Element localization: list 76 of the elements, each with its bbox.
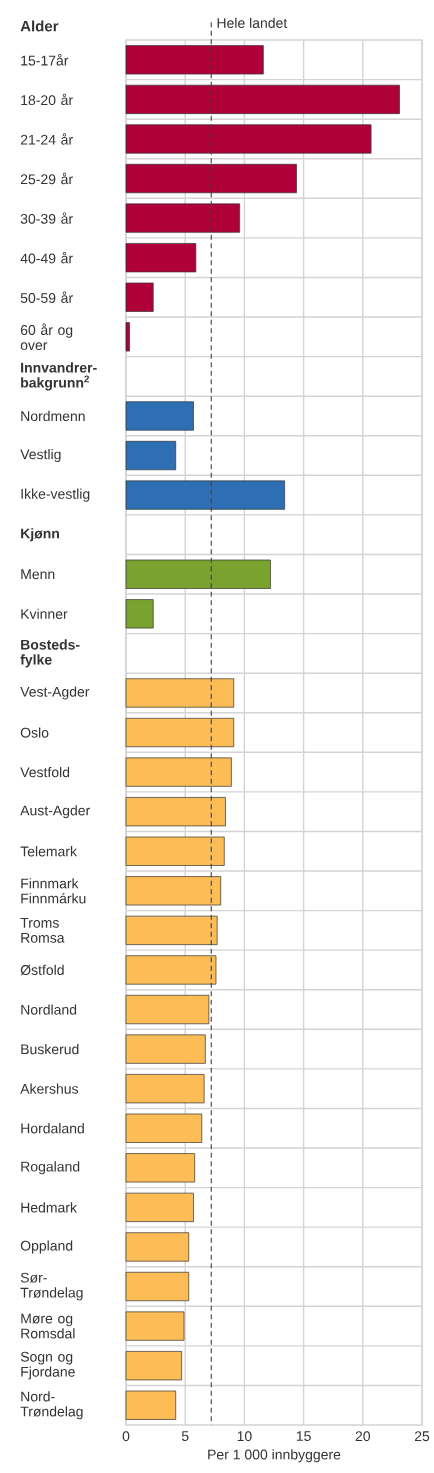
bar: [125, 717, 235, 748]
bar: [125, 994, 210, 1025]
y-tick-label: 15-17år: [21, 54, 69, 66]
y-tick-label: Finnmark Finnmárku: [21, 878, 86, 904]
y-tick-label: 40-49 år: [20, 251, 73, 264]
y-tick-label: Hedmark: [21, 1202, 77, 1213]
y-tick-label: Vestlig: [20, 449, 61, 463]
x-tick-label: 15: [296, 1431, 311, 1441]
bar: [125, 915, 218, 945]
y-tick-label: Menn: [21, 569, 55, 580]
bar: [125, 163, 297, 194]
bar: [125, 599, 154, 629]
bar: [125, 1390, 177, 1420]
y-tick-label: Aust-Agder: [20, 805, 90, 819]
y-tick-label: Nordland: [21, 1004, 77, 1015]
bar: [125, 876, 222, 906]
ref-line-label: Hele landet: [217, 17, 288, 28]
bar: [125, 84, 400, 114]
chart-title: Alder: [20, 20, 59, 32]
bar: [125, 440, 177, 471]
y-tick-label: Innvandrer-bakgrunn$^{2}$: [21, 362, 97, 391]
bar: [125, 282, 154, 312]
y-tick-label: Sør-Trøndelag: [20, 1272, 83, 1301]
y-tick-label: 30-39 år: [20, 212, 73, 224]
y-tick-label: 18-20 år: [21, 93, 73, 106]
bar: [125, 797, 226, 827]
bar: [125, 1034, 206, 1064]
y-tick-label: Kvinner: [21, 608, 68, 619]
x-tick-label: 20: [355, 1431, 371, 1442]
y-tick-label: Buskerud: [21, 1043, 79, 1055]
bar: [125, 955, 217, 985]
bar: [125, 45, 264, 75]
bar: [125, 203, 241, 233]
bar: [125, 1351, 182, 1381]
y-tick-label: 50-59 år: [20, 291, 73, 303]
y-tick-label: 21-24 år: [20, 133, 73, 145]
bar: [125, 1153, 196, 1183]
x-axis-title: Per 1 000 innbyggere: [208, 1449, 341, 1463]
x-tick-label: 25: [414, 1431, 430, 1442]
bar: [125, 1311, 185, 1341]
bar: [125, 322, 130, 352]
y-tick-label: Kjønn: [21, 528, 59, 542]
x-tick-label: 5: [181, 1431, 189, 1441]
bar: [125, 1074, 205, 1104]
y-tick-label: Vestfold: [20, 766, 70, 778]
bar: [125, 757, 232, 787]
y-tick-label: Telemark: [20, 846, 78, 857]
bar: [125, 1113, 203, 1143]
y-tick-label: Nordmenn: [21, 410, 85, 422]
y-tick-label: Rogaland: [21, 1161, 80, 1175]
x-tick-label: 0: [122, 1431, 130, 1442]
y-tick-label: Oslo: [20, 727, 49, 738]
y-tick-label: Akershus: [20, 1083, 79, 1094]
bar: [125, 559, 271, 589]
bar: [125, 243, 197, 273]
bar: [125, 1232, 190, 1262]
y-tick-label: Ikke-vestlig: [21, 488, 90, 502]
bar: [125, 1192, 194, 1222]
bar: [125, 1271, 190, 1302]
bar: [125, 401, 194, 431]
y-tick-label: Bosteds-fylke: [20, 639, 80, 668]
bar: [125, 480, 286, 510]
bar: [125, 678, 235, 708]
y-tick-label: Troms Romsa: [20, 918, 65, 943]
y-tick-label: Østfold: [20, 964, 64, 976]
y-tick-label: 60 år og over: [20, 323, 73, 351]
y-tick-label: Nord-Trøndelag: [20, 1391, 83, 1420]
y-tick-label: Oppland: [20, 1240, 73, 1254]
y-tick-label: Sogn og Fjordane: [20, 1351, 75, 1380]
bar: [125, 124, 372, 154]
y-tick-label: 25-29 år: [20, 172, 73, 185]
y-tick-label: Møre og Romsdal: [21, 1313, 75, 1339]
y-tick-label: Hordaland: [21, 1123, 84, 1134]
y-tick-label: Vest-Agder: [20, 686, 90, 700]
x-tick-label: 10: [237, 1431, 252, 1442]
bar: [125, 836, 225, 866]
